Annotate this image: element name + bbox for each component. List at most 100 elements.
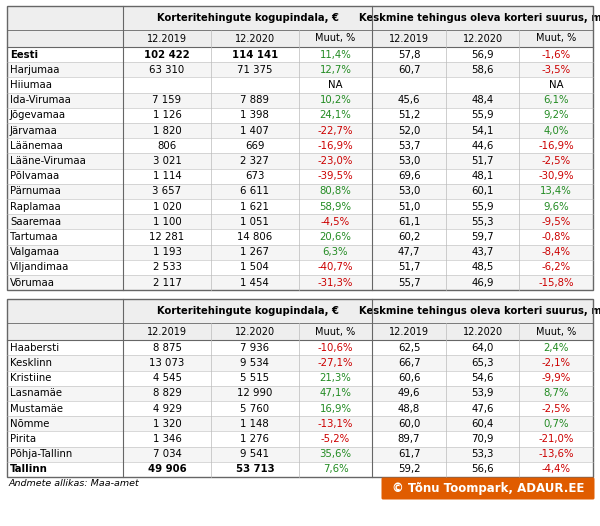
Text: 1 126: 1 126 <box>152 110 181 120</box>
Text: 4,0%: 4,0% <box>544 126 569 136</box>
Text: 55,9: 55,9 <box>472 110 494 120</box>
Text: 7 936: 7 936 <box>240 343 269 353</box>
Text: Kesklinn: Kesklinn <box>10 358 52 368</box>
Text: 13,4%: 13,4% <box>541 186 572 196</box>
Text: 56,6: 56,6 <box>472 464 494 474</box>
Text: 70,9: 70,9 <box>472 434 494 444</box>
Text: Ida-Virumaa: Ida-Virumaa <box>10 95 71 105</box>
Text: 2,4%: 2,4% <box>544 343 569 353</box>
Text: 16,9%: 16,9% <box>319 403 352 413</box>
Bar <box>7 154 593 169</box>
Text: 65,3: 65,3 <box>472 358 494 368</box>
Text: 59,7: 59,7 <box>472 232 494 242</box>
Text: -2,5%: -2,5% <box>542 403 571 413</box>
Text: 12.2019: 12.2019 <box>389 34 429 44</box>
Text: 20,6%: 20,6% <box>320 232 352 242</box>
Text: 669: 669 <box>245 141 265 151</box>
Bar <box>7 184 593 199</box>
Text: 12.2020: 12.2020 <box>235 327 275 337</box>
Text: -13,1%: -13,1% <box>318 419 353 429</box>
Bar <box>7 447 593 462</box>
Text: 61,7: 61,7 <box>398 449 421 459</box>
Bar <box>7 299 593 340</box>
Text: Kristiine: Kristiine <box>10 373 52 383</box>
Text: 53,0: 53,0 <box>398 186 420 196</box>
Text: 6,1%: 6,1% <box>544 95 569 105</box>
Text: -15,8%: -15,8% <box>538 278 574 288</box>
Text: 55,9: 55,9 <box>472 201 494 211</box>
Text: 6,3%: 6,3% <box>323 247 348 257</box>
Text: 48,5: 48,5 <box>472 262 494 272</box>
Text: 60,4: 60,4 <box>472 419 494 429</box>
Text: NA: NA <box>328 80 343 90</box>
Text: 54,6: 54,6 <box>472 373 494 383</box>
Text: 48,8: 48,8 <box>398 403 420 413</box>
Text: 9 534: 9 534 <box>241 358 269 368</box>
Text: 12,7%: 12,7% <box>320 65 352 75</box>
Text: 12.2020: 12.2020 <box>463 34 503 44</box>
Text: 53 713: 53 713 <box>236 464 274 474</box>
Text: -27,1%: -27,1% <box>318 358 353 368</box>
Text: 3 657: 3 657 <box>152 186 182 196</box>
Bar <box>7 229 593 245</box>
Bar <box>7 199 593 214</box>
Bar <box>7 299 593 477</box>
Text: 1 051: 1 051 <box>241 217 269 227</box>
Text: Muut, %: Muut, % <box>316 34 356 44</box>
Text: Viljandimaa: Viljandimaa <box>10 262 70 272</box>
Text: 1 320: 1 320 <box>152 419 181 429</box>
Text: -16,9%: -16,9% <box>317 141 353 151</box>
Text: 60,0: 60,0 <box>398 419 420 429</box>
Text: 49,6: 49,6 <box>398 388 421 398</box>
Bar <box>7 77 593 93</box>
Text: -31,3%: -31,3% <box>318 278 353 288</box>
Text: 8 875: 8 875 <box>152 343 182 353</box>
Bar <box>7 62 593 77</box>
Text: 58,9%: 58,9% <box>319 201 352 211</box>
Text: -2,1%: -2,1% <box>542 358 571 368</box>
Text: 1 267: 1 267 <box>241 247 269 257</box>
Text: Tallinn: Tallinn <box>10 464 48 474</box>
Text: 54,1: 54,1 <box>472 126 494 136</box>
Text: -9,5%: -9,5% <box>542 217 571 227</box>
Text: 9 541: 9 541 <box>241 449 269 459</box>
Text: Korteritehingute kogupindala, €: Korteritehingute kogupindala, € <box>157 13 339 23</box>
Text: 1 346: 1 346 <box>152 434 181 444</box>
Bar <box>7 93 593 108</box>
Text: 47,1%: 47,1% <box>320 388 352 398</box>
Text: Andmete allikas: Maa-amet: Andmete allikas: Maa-amet <box>9 480 140 489</box>
Text: 7,6%: 7,6% <box>323 464 349 474</box>
Text: Keskmine tehingus oleva korteri suurus, m²: Keskmine tehingus oleva korteri suurus, … <box>359 13 600 23</box>
Text: Nõmme: Nõmme <box>10 419 49 429</box>
Text: -4,4%: -4,4% <box>542 464 571 474</box>
Text: 2 117: 2 117 <box>152 278 181 288</box>
Text: Järvamaa: Järvamaa <box>10 126 58 136</box>
Text: -8,4%: -8,4% <box>542 247 571 257</box>
Text: Jõgevamaa: Jõgevamaa <box>10 110 66 120</box>
Text: Läänemaa: Läänemaa <box>10 141 63 151</box>
Text: 52,0: 52,0 <box>398 126 420 136</box>
Text: Keskmine tehingus oleva korteri suurus, m²: Keskmine tehingus oleva korteri suurus, … <box>359 306 600 316</box>
Text: 12 281: 12 281 <box>149 232 185 242</box>
Text: 0,7%: 0,7% <box>544 419 569 429</box>
Text: 1 398: 1 398 <box>241 110 269 120</box>
Text: 44,6: 44,6 <box>472 141 494 151</box>
Text: 1 193: 1 193 <box>152 247 181 257</box>
Text: 56,9: 56,9 <box>472 49 494 59</box>
Text: 71 375: 71 375 <box>237 65 272 75</box>
Text: 1 454: 1 454 <box>241 278 269 288</box>
Text: 1 114: 1 114 <box>152 171 181 181</box>
Text: 12 990: 12 990 <box>237 388 272 398</box>
Text: 51,2: 51,2 <box>398 110 420 120</box>
Bar <box>7 214 593 229</box>
Text: Pirita: Pirita <box>10 434 36 444</box>
Bar <box>7 462 593 477</box>
Text: 61,1: 61,1 <box>398 217 420 227</box>
Text: 2 327: 2 327 <box>241 156 269 166</box>
FancyBboxPatch shape <box>382 478 595 500</box>
Bar <box>7 108 593 123</box>
Bar <box>7 386 593 401</box>
Text: 12.2020: 12.2020 <box>235 34 275 44</box>
Text: 102 422: 102 422 <box>144 49 190 59</box>
Text: Tartumaa: Tartumaa <box>10 232 58 242</box>
